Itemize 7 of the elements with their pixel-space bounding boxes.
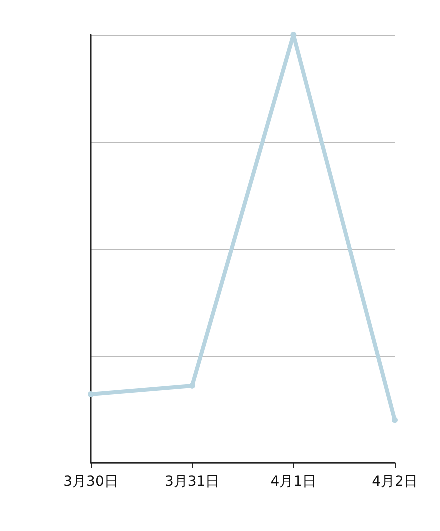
x-tick-label: 4月2日 — [372, 474, 418, 490]
point — [88, 392, 94, 398]
point — [392, 417, 398, 424]
point — [189, 382, 196, 389]
x-tick-label: 4月1日 — [270, 474, 317, 490]
x-tick-label: 3月31日 — [164, 474, 220, 490]
x-tick-label: 3月30日 — [64, 474, 118, 490]
